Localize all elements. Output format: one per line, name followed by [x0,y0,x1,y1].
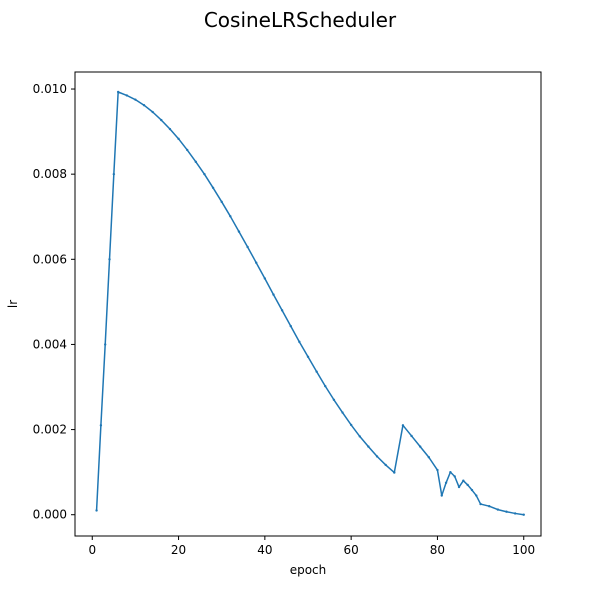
chart-title: CosineLRScheduler [204,8,397,32]
data-point [151,110,154,114]
data-point [453,475,456,478]
data-point [237,230,241,233]
data-point [470,488,474,492]
data-point [475,494,478,497]
data-point [505,510,508,513]
y-tick-label: 0.006 [33,252,67,266]
data-point [436,468,439,472]
data-point [479,502,482,506]
data-point [255,261,258,264]
axes-frame [74,71,542,537]
x-tick-label: 40 [257,543,272,557]
data-point [349,423,353,427]
x-tick-label: 80 [430,543,445,557]
y-tick-label: 0.004 [33,337,67,351]
data-point [444,481,448,484]
data-point [95,509,98,512]
data-point [440,494,443,497]
data-point [289,324,292,328]
data-point [496,508,500,511]
data-point [280,309,284,312]
data-point [194,160,198,164]
data-point [112,172,116,176]
data-point [393,471,396,474]
data-point [513,512,517,515]
x-tick-label: 100 [512,543,535,557]
data-point [462,479,465,482]
y-tick-label: 0.010 [33,82,67,96]
data-point [142,104,146,107]
data-point [168,127,172,131]
data-point [185,148,189,152]
y-axis-label: lr [6,300,20,308]
data-point [358,435,361,438]
axis-ticks: 0 20 40 60 80 100 0.000 0.002 0.004 0.006 0.008 0.0… [33,82,536,557]
data-point [116,90,120,94]
data-point [522,513,525,516]
data-point [211,186,215,189]
data-point [457,485,461,489]
data-point [384,463,387,467]
x-tick-label: 0 [88,543,96,557]
x-tick-label: 20 [171,543,186,557]
data-point [315,370,318,373]
plot-area [95,90,525,516]
data-point [324,384,327,388]
data-point [177,137,180,141]
data-point [134,98,137,101]
data-point [203,172,206,176]
data-point [427,456,431,459]
data-point [418,445,422,448]
data-point [108,258,111,261]
data-point [272,293,275,296]
data-point [298,340,301,344]
data-point [246,245,249,249]
data-point [99,424,103,427]
data-point [332,398,336,401]
data-point [160,118,163,122]
x-tick-label: 60 [344,543,359,557]
data-point [341,411,344,414]
data-point [488,505,491,508]
y-tick-label: 0.002 [33,423,67,437]
data-point [449,470,452,474]
data-point [367,445,370,448]
data-point [104,343,107,346]
data-point [263,277,267,280]
data-point [220,200,223,204]
series-line [95,91,524,516]
data-point [401,424,405,427]
y-tick-label: 0.000 [33,508,67,522]
data-point [410,434,413,438]
y-tick-label: 0.008 [33,167,67,181]
x-axis-label: epoch [290,563,327,577]
data-point [306,355,310,358]
data-point [466,483,469,487]
data-point [375,455,379,458]
data-point [229,215,232,218]
data-point [125,94,128,97]
